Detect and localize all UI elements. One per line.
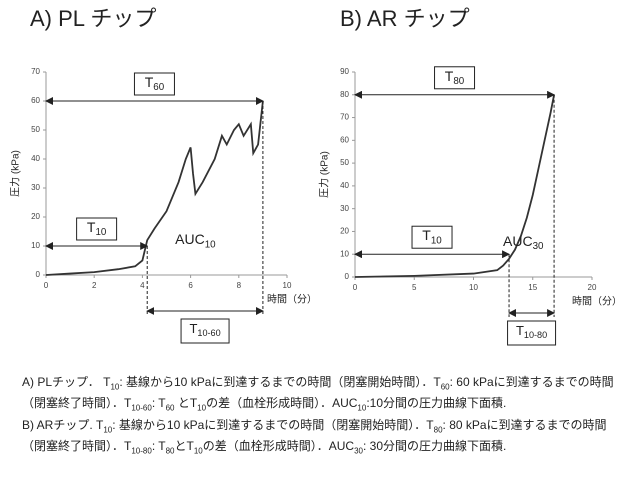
label-sub: 10 [95,227,106,238]
caption-text: A) PLチップ． T [22,375,111,389]
y-tick-label: 10 [340,249,349,258]
chart-title: A) PL チップ [30,6,156,31]
label-box [76,217,118,241]
y-tick-label: 30 [340,204,349,213]
caption-subscript: 60 [440,382,450,392]
y-tick-label: 20 [31,212,40,221]
label-box [180,318,230,344]
caption-subscript: 10 [197,403,207,413]
caption-text: : 80 kPaに到達するまでの時間（閉塞終了時間）．T [22,417,607,454]
label-box [133,72,175,96]
chart-title: B) AR チップ [340,6,470,31]
label-main: AUC [175,231,205,247]
span-label: T10-80 [516,323,547,340]
caption-subscript: 80 [433,425,443,435]
x-tick-label: 0 [353,283,358,292]
y-tick-label: 20 [340,227,349,236]
y-axis-label: 圧力 (kPa) [318,151,331,198]
y-axis-label: 圧力 (kPa) [9,150,22,197]
level-label: T80 [445,67,465,86]
label-box [411,225,453,249]
label-main: T [145,74,154,90]
x-tick-label: 10 [469,283,478,292]
caption-subscript: 30 [354,446,363,456]
level-label: T10 [87,219,107,238]
x-tick-label: 20 [588,283,597,292]
label-main: T [189,321,197,336]
label-sub: 10 [431,235,442,246]
caption-text: とT [174,439,194,454]
y-tick-label: 60 [31,96,40,105]
label-sub: 10-60 [197,328,220,338]
caption-paragraph: A) PLチップ． T10: 基線から10 kPaに到達するまでの時間（閉塞開始… [22,374,622,417]
label-sub: 10 [205,239,216,250]
y-tick-label: 0 [36,270,41,279]
y-tick-label: 0 [345,272,350,281]
x-tick-label: 0 [44,281,49,290]
label-box [507,320,557,346]
caption-subscript: 10 [357,403,367,413]
x-tick-label: 6 [188,281,193,290]
label-main: T [422,227,431,243]
y-tick-label: 40 [340,181,349,190]
y-tick-label: 70 [340,113,349,122]
label-main: T [445,67,454,83]
label-sub: 80 [453,76,464,87]
caption-subscript: 10-60 [131,403,152,413]
label-box [434,66,476,90]
span-label: T10-60 [189,321,220,338]
x-tick-label: 5 [412,283,417,292]
x-tick-label: 10 [283,281,292,290]
caption-subscript: 80 [165,446,175,456]
y-tick-label: 40 [31,154,40,163]
caption-text: : 基線から10 kPaに到達するまでの時間（閉塞開始時間）．T [112,417,434,432]
caption-subscript: 10 [110,382,120,392]
x-axis-label: 時間（分） [572,296,622,308]
y-tick-label: 10 [31,241,40,250]
caption-text: : 基線から10 kPaに到達するまでの時間（閉塞開始時間）．T [119,375,441,389]
data-line [354,94,555,278]
caption-text: : 60 kPaに到達するまでの時間（閉塞終了時間）．T [22,375,614,411]
x-tick-label: 15 [528,283,537,292]
y-tick-label: 80 [340,90,349,99]
x-tick-label: 4 [140,281,145,290]
caption-text: の差（血栓形成時間）．AUC [202,439,355,454]
caption-subscript: 10 [193,446,203,456]
y-tick-label: 30 [31,183,40,192]
label-sub: 60 [153,82,164,93]
caption-text: の差（血栓形成時間）．AUC [206,396,358,411]
auc-label: AUC30 [503,233,544,252]
caption: A) PLチップ． T10: 基線から10 kPaに到達するまでの時間（閉塞開始… [22,374,622,460]
label-main: AUC [503,233,533,249]
y-tick-label: 50 [340,158,349,167]
label-main: T [87,219,96,235]
caption-text: :10分間の圧力曲線下面積. [366,396,507,411]
x-tick-label: 8 [237,281,242,290]
level-label: T10 [422,227,442,246]
auc-label: AUC10 [175,231,216,250]
caption-text: : T [151,396,166,411]
y-tick-label: 60 [340,135,349,144]
caption-text: とT [174,396,198,411]
level-label: T60 [145,74,165,93]
label-sub: 30 [533,241,544,252]
caption-text: : T [151,439,166,454]
y-tick-label: 70 [31,67,40,76]
caption-subscript: 10 [103,425,113,435]
data-line [45,100,264,276]
caption-paragraph: B) ARチップ. T10: 基線から10 kPaに到達するまでの時間（閉塞開始… [22,417,622,460]
y-tick-label: 90 [340,67,349,76]
label-main: T [516,323,524,338]
label-sub: 10-80 [524,330,547,340]
caption-subscript: 10-80 [131,446,152,456]
x-tick-label: 2 [92,281,97,290]
caption-text: : 30分間の圧力曲線下面積. [363,439,507,454]
caption-text: B) ARチップ. T [22,417,104,432]
y-tick-label: 50 [31,125,40,134]
x-axis-label: 時間（分） [267,294,317,306]
caption-subscript: 60 [165,403,175,413]
